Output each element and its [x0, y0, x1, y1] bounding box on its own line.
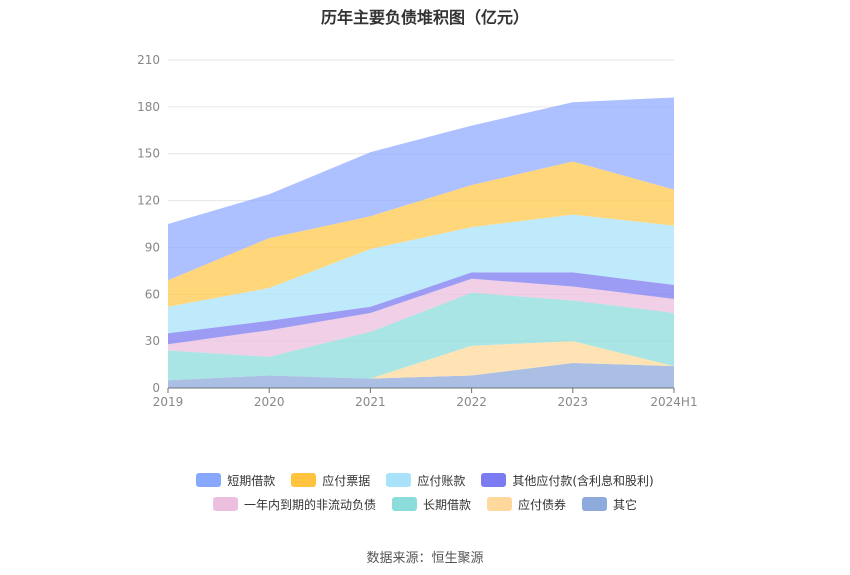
- legend-label: 长期借款: [422, 497, 471, 512]
- area-一年内到期的非流动负债[interactable]: [168, 278, 674, 357]
- legend-item[interactable]: 其它: [582, 496, 637, 512]
- data-source: 数据来源：恒生聚源: [366, 551, 484, 566]
- legend-swatch: [212, 497, 238, 511]
- y-tick-label: 30: [145, 334, 160, 348]
- legend-swatch: [582, 497, 608, 511]
- legend-swatch: [196, 473, 222, 487]
- x-tick-label: 2022: [456, 395, 487, 409]
- legend-swatch: [481, 473, 507, 487]
- y-tick-label: 90: [145, 240, 160, 254]
- legend-label: 其它: [613, 497, 638, 512]
- legend-item[interactable]: 其他应付款(含利息和股利): [481, 472, 654, 488]
- legend-row: 一年内到期的非流动负债 长期借款 应付债券 其它: [0, 496, 850, 512]
- legend-item[interactable]: 短期借款: [196, 472, 275, 488]
- legend-swatch: [386, 473, 412, 487]
- area-其他应付款(含利息和股利)[interactable]: [168, 272, 674, 345]
- legend-label: 应付债券: [518, 497, 567, 512]
- legend-label: 应付账款: [417, 473, 466, 488]
- x-tick-label: 2023: [558, 395, 589, 409]
- legend-item[interactable]: 应付债券: [487, 496, 566, 512]
- legend-swatch: [391, 497, 417, 511]
- legend-item[interactable]: 应付票据: [291, 472, 370, 488]
- x-tick-label: 2019: [153, 395, 184, 409]
- x-tick-label: 2020: [254, 395, 285, 409]
- axes: 0 30 60 90 120 150 180 210 2019 2020 2021 2022 2023 2…: [137, 53, 698, 409]
- legend-label: 一年内到期的非流动负债: [243, 497, 376, 512]
- legend-row: 短期借款 应付票据 应付账款 其他应付款(含利息和股利): [0, 472, 850, 488]
- legend-item[interactable]: 应付账款: [386, 472, 465, 488]
- area-series: [168, 97, 674, 388]
- chart-title: 历年主要负债堆积图（亿元）: [320, 8, 529, 27]
- y-tick-label: 150: [137, 147, 160, 161]
- legend-label: 其他应付款(含利息和股利): [512, 473, 654, 488]
- legend: 短期借款 应付票据 应付账款 其他应付款(含利息和股利) 一年内到期的非流动负债 长期借…: [0, 472, 850, 520]
- y-tick-label: 0: [152, 381, 160, 395]
- area-应付账款[interactable]: [168, 214, 674, 334]
- legend-label: 短期借款: [227, 473, 276, 488]
- legend-swatch: [291, 473, 317, 487]
- x-tick-label: 2024H1: [650, 395, 697, 409]
- legend-item[interactable]: 长期借款: [391, 496, 471, 512]
- area-短期借款[interactable]: [168, 97, 674, 281]
- x-tick-label: 2021: [355, 395, 386, 409]
- area-其它[interactable]: [168, 363, 674, 388]
- y-tick-label: 120: [137, 194, 160, 208]
- area-应付债券[interactable]: [168, 341, 674, 381]
- legend-swatch: [487, 497, 512, 511]
- area-应付票据[interactable]: [168, 161, 674, 307]
- legend-label: 应付票据: [322, 473, 371, 488]
- y-tick-label: 210: [137, 53, 160, 67]
- y-tick-label: 180: [137, 100, 160, 114]
- legend-item[interactable]: 一年内到期的非流动负债: [212, 496, 376, 512]
- y-tick-label: 60: [145, 287, 160, 301]
- area-长期借款[interactable]: [168, 292, 674, 381]
